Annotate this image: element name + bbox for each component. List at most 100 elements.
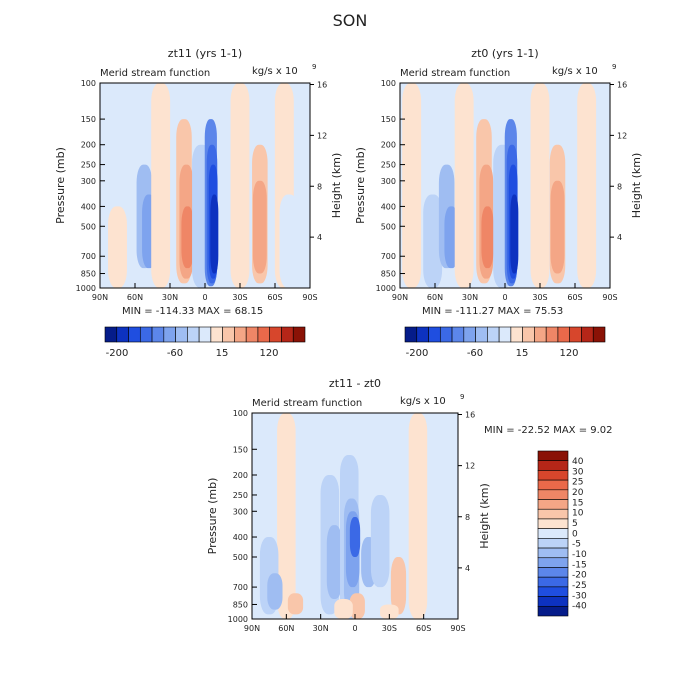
colorbar-swatch <box>439 326 453 343</box>
contour-region <box>577 83 597 288</box>
colorbar-swatch <box>128 326 141 343</box>
colorbar-swatch <box>151 326 165 343</box>
y-tick-label: 1000 <box>76 284 96 293</box>
colorbar-label: 15 <box>216 348 229 359</box>
x-tick-label: 0 <box>352 624 357 633</box>
y-right-tick-label: 4 <box>617 233 622 242</box>
x-tick-label: 90S <box>602 293 617 302</box>
colorbar-label: 15 <box>516 348 529 359</box>
contour-region <box>267 573 283 610</box>
y-tick-label: 300 <box>233 507 248 516</box>
colorbar-swatch <box>557 326 571 343</box>
x-tick-label: 90N <box>392 293 408 302</box>
contour-region <box>530 83 550 288</box>
colorbar-label: 10 <box>572 509 584 519</box>
y-tick-label: 500 <box>233 553 248 562</box>
figure-title: SON <box>333 11 368 30</box>
colorbar-swatch <box>175 326 188 343</box>
y-tick-label: 1000 <box>376 284 396 293</box>
colorbar-swatch <box>451 326 465 343</box>
contour-region <box>402 83 422 288</box>
colorbar-swatch <box>139 326 153 343</box>
panel-title: zt11 - zt0 <box>329 377 381 390</box>
y-axis-label: Pressure (mb) <box>206 478 219 555</box>
x-tick-label: 90S <box>450 624 465 633</box>
colorbar-swatch <box>537 460 569 471</box>
colorbar-swatch <box>534 326 547 343</box>
contour-region <box>380 604 399 619</box>
colorbar-label: 40 <box>572 457 584 467</box>
colorbar-label: -60 <box>167 348 183 359</box>
contour-region <box>287 593 304 615</box>
contour-region <box>481 206 494 269</box>
colorbar-swatch <box>537 528 569 539</box>
colorbar-swatch <box>198 326 212 343</box>
colorbar-label: 15 <box>572 498 583 508</box>
x-tick-label: 0 <box>202 293 207 302</box>
y-tick-label: 100 <box>81 79 96 88</box>
y-tick-label: 150 <box>381 115 396 124</box>
panel-title: zt11 (yrs 1-1) <box>168 47 242 60</box>
y-right-axis-label: Height (km) <box>630 153 643 219</box>
panel-label-right: kg/s x 10 <box>252 66 298 77</box>
colorbar-label: -40 <box>572 602 587 612</box>
colorbar: -200 -60 15 120 <box>404 326 606 359</box>
panels: zt11 (yrs 1-1) Merid stream function kg/s … <box>54 47 643 633</box>
y-tick-label: 150 <box>233 445 248 454</box>
contour-region <box>181 206 194 269</box>
colorbar-label: 0 <box>572 529 578 539</box>
y-right-tick-label: 16 <box>317 81 327 90</box>
x-tick-label: 60N <box>127 293 143 302</box>
contour-region <box>279 194 299 288</box>
x-tick-label: 30S <box>232 293 247 302</box>
x-tick-label: 0 <box>502 293 507 302</box>
y-tick-label: 400 <box>81 202 96 211</box>
colorbar-swatch <box>537 518 569 529</box>
y-tick-label: 850 <box>233 600 248 609</box>
contour-region <box>326 525 343 600</box>
y-axis-label: Pressure (mb) <box>54 147 67 224</box>
panel-title: zt0 (yrs 1-1) <box>471 47 538 60</box>
colorbar-swatch <box>475 326 488 343</box>
x-tick-label: 30N <box>162 293 178 302</box>
colorbar-swatch <box>592 326 606 343</box>
min-max-stats: MIN = -111.27 MAX = 75.53 <box>422 306 563 317</box>
x-tick-label: 90N <box>92 293 108 302</box>
y-right-tick-label: 12 <box>617 131 627 140</box>
colorbar-label: 120 <box>259 348 278 359</box>
contour-region <box>151 83 171 288</box>
y-tick-label: 500 <box>81 222 96 231</box>
colorbar-swatch <box>245 326 259 343</box>
colorbar-swatch <box>187 326 200 343</box>
y-tick-label: 100 <box>381 79 396 88</box>
y-tick-label: 700 <box>81 252 96 261</box>
y-tick-label: 700 <box>381 252 396 261</box>
min-max-stats: MIN = -22.52 MAX = 9.02 <box>484 425 613 436</box>
y-tick-label: 700 <box>233 583 248 592</box>
colorbar-label: 20 <box>572 488 584 498</box>
y-tick-label: 200 <box>381 141 396 150</box>
colorbar-swatch <box>487 326 500 343</box>
contour-region <box>370 494 390 588</box>
colorbar-swatch <box>292 326 306 343</box>
contour-region <box>510 194 519 274</box>
panel-label-right: kg/s x 10 <box>400 396 446 407</box>
y-tick-label: 300 <box>381 177 396 186</box>
y-tick-label: 200 <box>233 471 248 480</box>
y-tick-label: 850 <box>81 270 96 279</box>
colorbar-label: 30 <box>572 467 584 477</box>
colorbar-label: 120 <box>559 348 578 359</box>
contour-region <box>334 599 353 619</box>
colorbar-swatch <box>537 508 569 520</box>
y-right-tick-label: 12 <box>465 462 475 471</box>
colorbar-label: 5 <box>572 519 578 529</box>
colorbar-label: -25 <box>572 581 587 591</box>
panel-label-right-exponent: 9 <box>312 63 316 71</box>
colorbar-swatch <box>537 567 569 578</box>
y-tick-label: 300 <box>81 177 96 186</box>
contour-region <box>108 206 127 288</box>
contour-region <box>454 83 474 288</box>
colorbar-swatch <box>522 326 535 343</box>
y-tick-label: 100 <box>233 409 248 418</box>
